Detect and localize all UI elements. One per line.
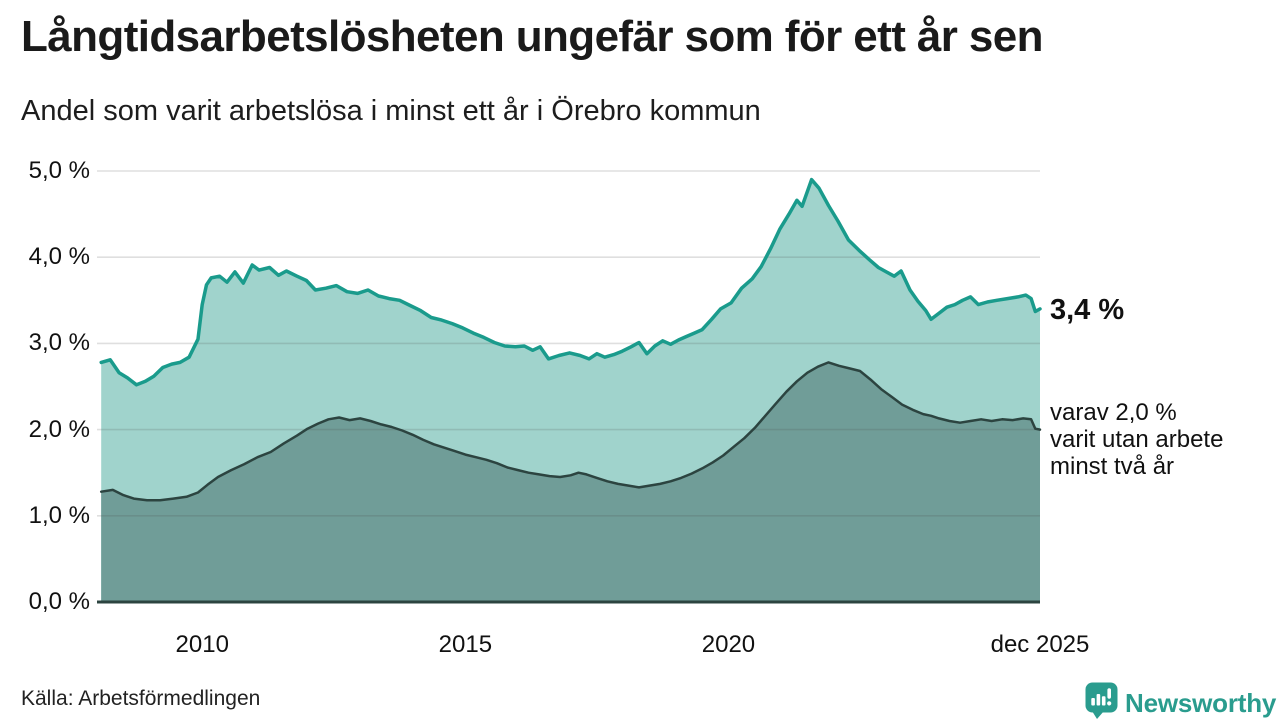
series-end-value-label: 3,4 % [1050,293,1125,326]
series-2-area [101,362,1040,602]
series-1-line [99,177,1042,387]
newsworthy-logo-text: Newsworthy [1125,687,1277,718]
series-end-note: varav 2,0 % varit utan arbete minst två … [1050,399,1223,480]
end-note-line: varav 2,0 % [1050,398,1177,426]
chart-subtitle: Andel som varit arbetslösa i minst ett å… [21,95,761,127]
y-axis-tick-label: 4,0 % [28,243,90,271]
x-axis-tick-label: 2010 [175,631,229,658]
y-axis-tick-label: 0,0 % [28,588,90,615]
y-axis-tick-label: 2,0 % [28,415,90,443]
newsworthy-logo: Newsworthy [1085,682,1276,724]
series-2-line [99,361,1042,502]
end-note-line: varit utan arbete [1050,425,1224,453]
chart-title: Långtidsarbetslösheten ungefär som för e… [21,12,1044,61]
y-axis-tick-label: 3,0 % [28,329,90,357]
newsworthy-logo-icon [1085,682,1118,724]
source-attribution: Källa: Arbetsförmedlingen [21,687,261,710]
y-axis-tick-label: 1,0 % [28,501,90,529]
y-axis-tick-label: 5,0 % [28,157,90,184]
x-axis-tick-label: 2020 [701,631,756,658]
x-axis-tick-label: dec 2025 [990,631,1090,658]
end-note-line: minst två år [1050,452,1175,480]
x-axis-tick-label: 2015 [438,631,493,658]
